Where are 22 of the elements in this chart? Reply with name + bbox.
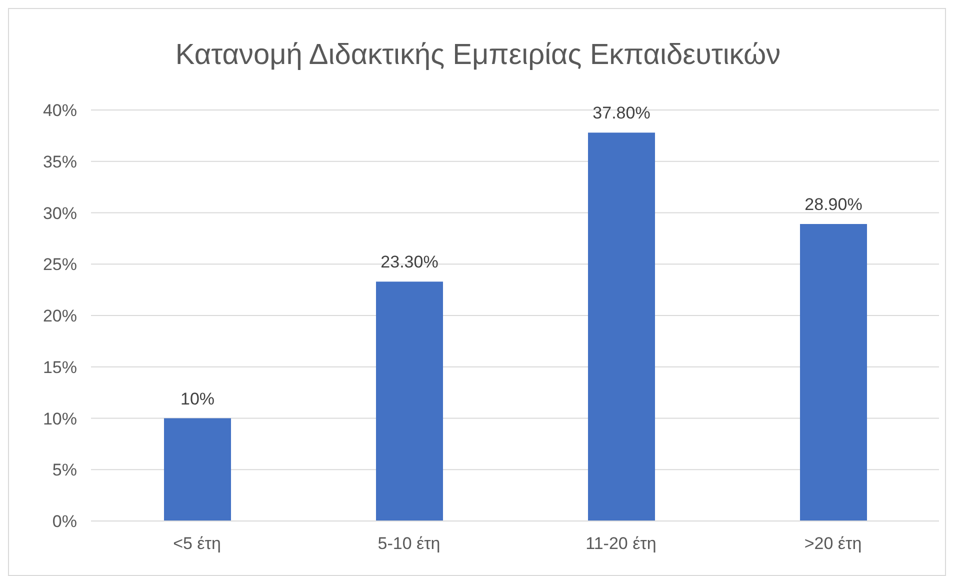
- data-label: 37.80%: [592, 104, 650, 123]
- x-tick-label: <5 έτη: [173, 534, 221, 554]
- x-tick-label: >20 έτη: [804, 534, 862, 554]
- y-tick-label: 35%: [42, 152, 77, 172]
- y-tick-label: 10%: [42, 409, 77, 428]
- y-tick-label: 20%: [42, 306, 77, 326]
- bar: [588, 132, 655, 521]
- y-tick-label: 40%: [42, 101, 77, 120]
- data-label: 23.30%: [380, 252, 438, 272]
- bar: [164, 418, 231, 521]
- chart-title: Κατανομή Διδακτικής Εμπειρίας Εκπαιδευτικών: [174, 39, 782, 72]
- data-label: 28.90%: [804, 195, 862, 214]
- y-tick-label: 30%: [42, 204, 77, 223]
- y-tick-label: 25%: [42, 255, 77, 274]
- bar: [800, 224, 867, 521]
- x-tick-label: 5-10 έτη: [378, 534, 440, 554]
- x-tick-label: 11-20 έτη: [586, 534, 656, 554]
- bar: [376, 282, 443, 521]
- data-label: 10%: [180, 389, 215, 408]
- y-tick-label: 5%: [52, 460, 77, 480]
- y-tick-label: 0%: [52, 512, 77, 532]
- y-tick-label: 15%: [42, 358, 77, 377]
